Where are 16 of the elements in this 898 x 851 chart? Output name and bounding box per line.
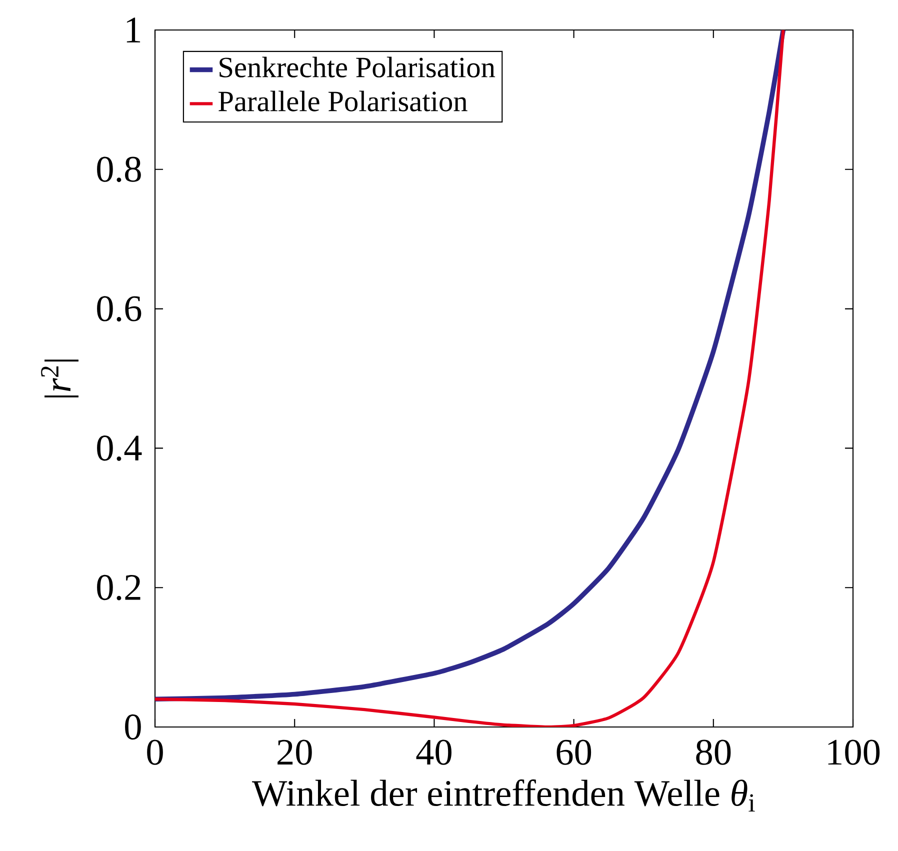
y-tick-label: 1 — [126, 18, 140, 42]
x-tick-label: 40 — [416, 740, 452, 765]
legend-label: Senkrechte Polarisation — [220, 56, 496, 78]
y-tick-label: 0 — [125, 714, 141, 740]
y-tick-label: 0.6 — [97, 296, 142, 322]
x-tick-label: 20 — [278, 740, 312, 765]
x-axis-title: Winkel der eintreffenden Welle θ$_{i}$ — [252, 779, 755, 812]
y-tick-label: 0.4 — [97, 436, 142, 461]
x-tick-label: 60 — [556, 740, 592, 765]
y-axis-title: |r$^{2}$| — [41, 360, 78, 398]
y-tick-label: 0.2 — [97, 574, 140, 600]
x-tick-label: 80 — [696, 740, 731, 765]
y-tick-label: 0.8 — [97, 156, 141, 182]
legend-label: Parallele Polarisation — [218, 90, 468, 112]
x-tick-label: 100 — [828, 740, 880, 765]
x-tick-label: 0 — [147, 740, 163, 765]
